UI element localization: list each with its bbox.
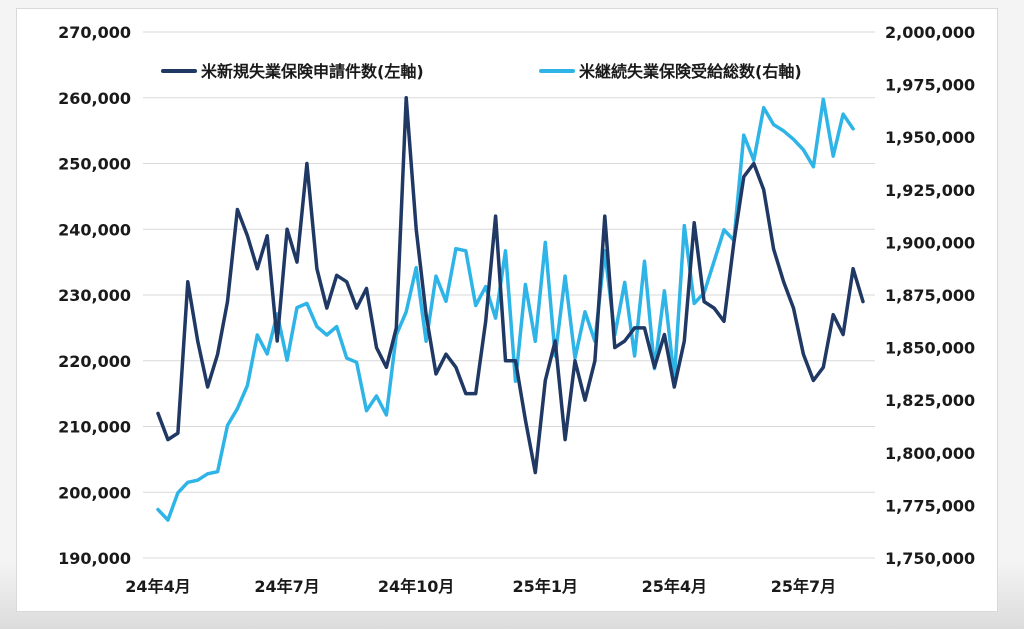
right-y-tick-label: 1,750,000	[885, 549, 975, 568]
x-tick-label: 25年7月	[771, 577, 836, 596]
x-tick-label: 25年4月	[642, 577, 707, 596]
x-tick-label: 25年1月	[513, 577, 578, 596]
left-y-axis: 190,000 200,000 210,000 220,000 230,000 240,0…	[58, 23, 131, 568]
right-y-tick-label: 1,925,000	[885, 181, 975, 200]
right-y-tick-label: 1,800,000	[885, 444, 975, 463]
left-y-tick-label: 230,000	[58, 286, 131, 305]
right-y-tick-label: 1,900,000	[885, 233, 975, 252]
series-line-new-claims	[156, 96, 865, 475]
legend-continuing-claims-label: 米継続失業保険受給総数(右軸)	[579, 62, 802, 81]
left-y-tick-label: 260,000	[58, 89, 131, 108]
right-y-tick-label: 2,000,000	[885, 23, 975, 42]
right-y-tick-label: 1,850,000	[885, 339, 975, 358]
right-y-tick-label: 1,825,000	[885, 391, 975, 410]
left-y-tick-label: 250,000	[58, 155, 131, 174]
left-y-tick-label: 190,000	[58, 549, 131, 568]
x-axis: 24年4月 24年7月 24年10月 25年1月 25年4月 25年7月	[125, 577, 836, 596]
line-chart: 190,000 200,000 210,000 220,000 230,000 240,0…	[58, 23, 975, 596]
x-tick-label: 24年4月	[125, 577, 190, 596]
right-y-tick-label: 1,950,000	[885, 128, 975, 147]
right-y-tick-label: 1,975,000	[885, 76, 975, 95]
left-y-tick-label: 210,000	[58, 418, 131, 437]
x-tick-label: 24年7月	[254, 577, 319, 596]
left-y-tick-label: 220,000	[58, 352, 131, 371]
x-tick-label: 24年10月	[378, 577, 455, 596]
chart-card: 190,000 200,000 210,000 220,000 230,000 240,0…	[16, 8, 998, 612]
series-lines	[156, 96, 865, 522]
right-y-tick-label: 1,775,000	[885, 496, 975, 515]
legend: 米新規失業保険申請件数(左軸) 米継続失業保険受給総数(右軸)	[161, 62, 802, 81]
right-y-tick-label: 1,875,000	[885, 286, 975, 305]
left-y-tick-label: 270,000	[58, 23, 131, 42]
series-line-continuing-claims	[156, 97, 855, 522]
left-y-tick-label: 240,000	[58, 220, 131, 239]
legend-new-claims-label: 米新規失業保険申請件数(左軸)	[201, 62, 424, 81]
left-y-tick-label: 200,000	[58, 483, 131, 502]
right-y-axis: 1,750,000 1,775,000 1,800,000 1,825,000 1,85…	[885, 23, 975, 568]
